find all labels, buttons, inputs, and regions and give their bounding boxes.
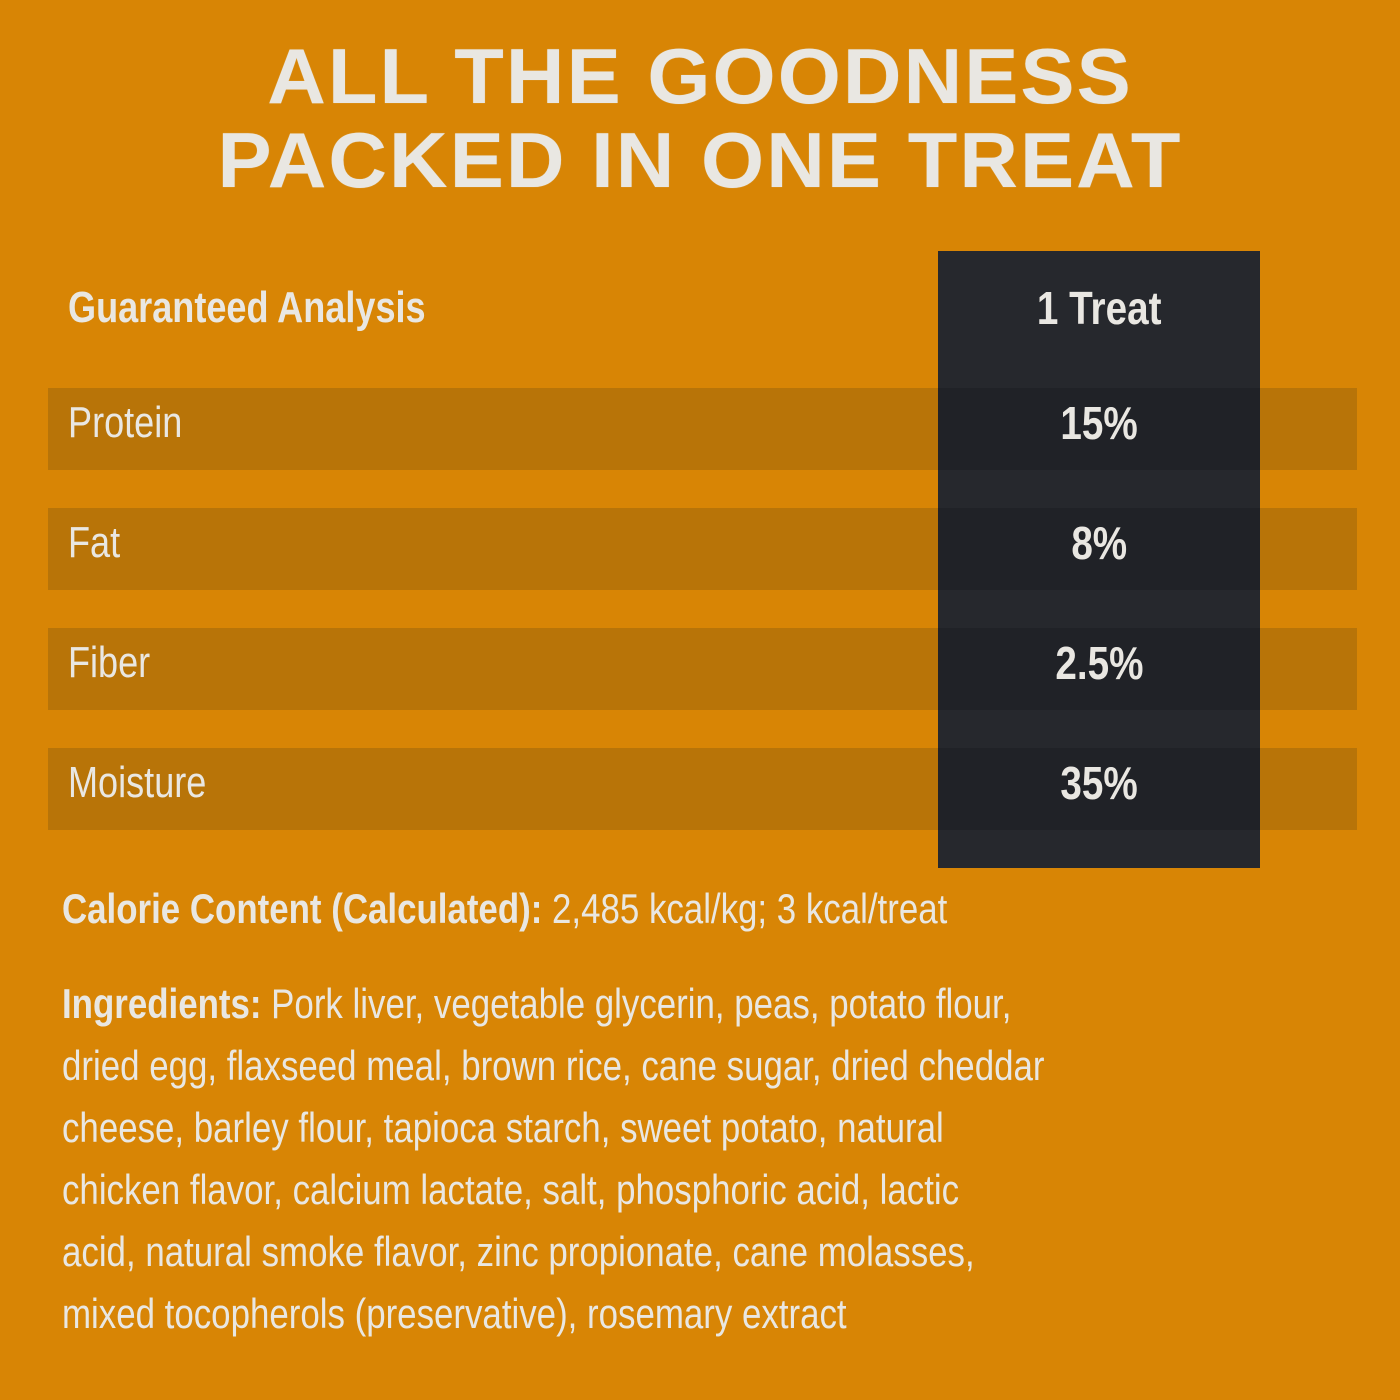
row-value-fat: 8%: [1071, 517, 1127, 569]
table-row: Protein 15%: [0, 388, 1400, 470]
ingredients-label: Ingredients:: [62, 980, 262, 1027]
calorie-content: Calorie Content (Calculated): 2,485 kcal…: [62, 885, 1362, 933]
value-band-protein: [938, 388, 1260, 470]
table-row: Fiber 2.5%: [0, 628, 1400, 710]
page-title: ALL THE GOODNESS PACKED IN ONE TREAT: [0, 34, 1400, 202]
row-label-protein: Protein: [68, 398, 183, 447]
ingredients-line-1: Ingredients: Pork liver, vegetable glyce…: [62, 973, 1400, 1035]
ingredients-line-1-text: Pork liver, vegetable glycerin, peas, po…: [261, 980, 1012, 1027]
ingredients-list: Ingredients: Pork liver, vegetable glyce…: [62, 973, 1400, 1345]
table-header-row: Guaranteed Analysis 1 Treat: [0, 265, 1400, 357]
value-band-fat: [938, 508, 1260, 590]
value-column-panel: [938, 251, 1260, 868]
table-row: Fat 8%: [0, 508, 1400, 590]
row-value-moisture: 35%: [1060, 757, 1138, 809]
calorie-content-value: 2,485 kcal/kg; 3 kcal/treat: [542, 885, 948, 932]
row-value-fiber: 2.5%: [1054, 637, 1144, 689]
value-band-fiber: [938, 628, 1260, 710]
calorie-content-label: Calorie Content (Calculated):: [62, 885, 543, 932]
table-header-label: Guaranteed Analysis: [68, 283, 426, 332]
table-row: Moisture 35%: [0, 748, 1400, 830]
value-band-moisture: [938, 748, 1260, 830]
page-title-line-2: PACKED IN ONE TREAT: [217, 116, 1183, 204]
ingredients-line-2: dried egg, flaxseed meal, brown rice, ca…: [62, 1042, 1045, 1089]
ingredients-line-5: acid, natural smoke flavor, zinc propion…: [62, 1228, 975, 1275]
ingredients-line-4: chicken flavor, calcium lactate, salt, p…: [62, 1166, 960, 1213]
row-label-fat: Fat: [68, 518, 121, 567]
page-title-line-1: ALL THE GOODNESS: [267, 32, 1133, 120]
guaranteed-analysis-table: Guaranteed Analysis 1 Treat Protein 15% …: [0, 251, 1400, 871]
ingredients-line-3: cheese, barley flour, tapioca starch, sw…: [62, 1104, 944, 1151]
table-header-value: 1 Treat: [1036, 282, 1162, 334]
row-label-fiber: Fiber: [68, 638, 151, 687]
row-label-moisture: Moisture: [68, 758, 207, 807]
ingredients-line-6: mixed tocopherols (preservative), rosema…: [62, 1290, 847, 1337]
row-value-protein: 15%: [1060, 397, 1138, 449]
